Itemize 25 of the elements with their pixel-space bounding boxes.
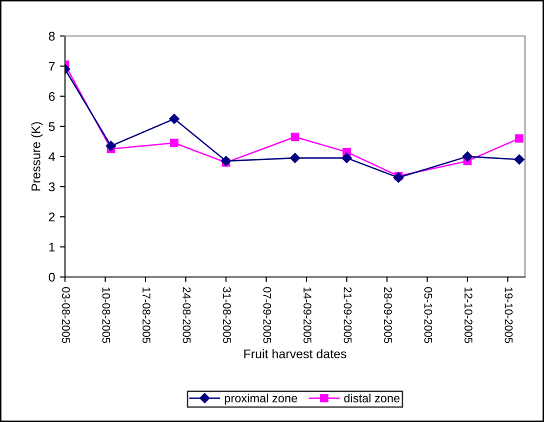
x-tick-label: 10-08-2005 — [102, 288, 110, 344]
y-tick-label: 2 — [48, 212, 55, 222]
x-tick-label: 17-08-2005 — [142, 288, 150, 344]
y-tick-label: 1 — [49, 242, 55, 252]
y-tick-label: 5 — [48, 122, 55, 132]
y-tick-label: 3 — [48, 182, 55, 192]
x-tick-label: 19-10-2005 — [504, 288, 513, 344]
x-tick-label: 21-09-2005 — [344, 287, 352, 344]
x-tick-label: 07-09-2005 — [263, 287, 272, 344]
y-tick-label: 0 — [48, 272, 55, 282]
x-tick-label: 24-08-2005 — [182, 287, 191, 344]
x-tick-label: 12-10-2005 — [464, 288, 472, 344]
x-tick-label: 05-10-2005 — [424, 287, 432, 344]
x-tick-label: 03-08-2005 — [62, 287, 70, 344]
x-tick-label: 14-09-2005 — [304, 288, 312, 344]
x-axis-title: Fruit harvest dates — [244, 349, 346, 358]
y-axis-title: Pressure (K) — [31, 122, 43, 191]
x-tick-label: 31-08-2005 — [223, 287, 231, 344]
y-tick-label: 6 — [48, 92, 55, 101]
y-tick-label: 7 — [48, 62, 55, 71]
y-tick-label: 8 — [48, 32, 55, 41]
legend-label: distal zone — [344, 394, 400, 402]
y-tick-label: 4 — [48, 152, 55, 162]
legend-label: proximal zone — [224, 394, 298, 405]
x-tick-label: 28-09-2005 — [384, 287, 392, 344]
